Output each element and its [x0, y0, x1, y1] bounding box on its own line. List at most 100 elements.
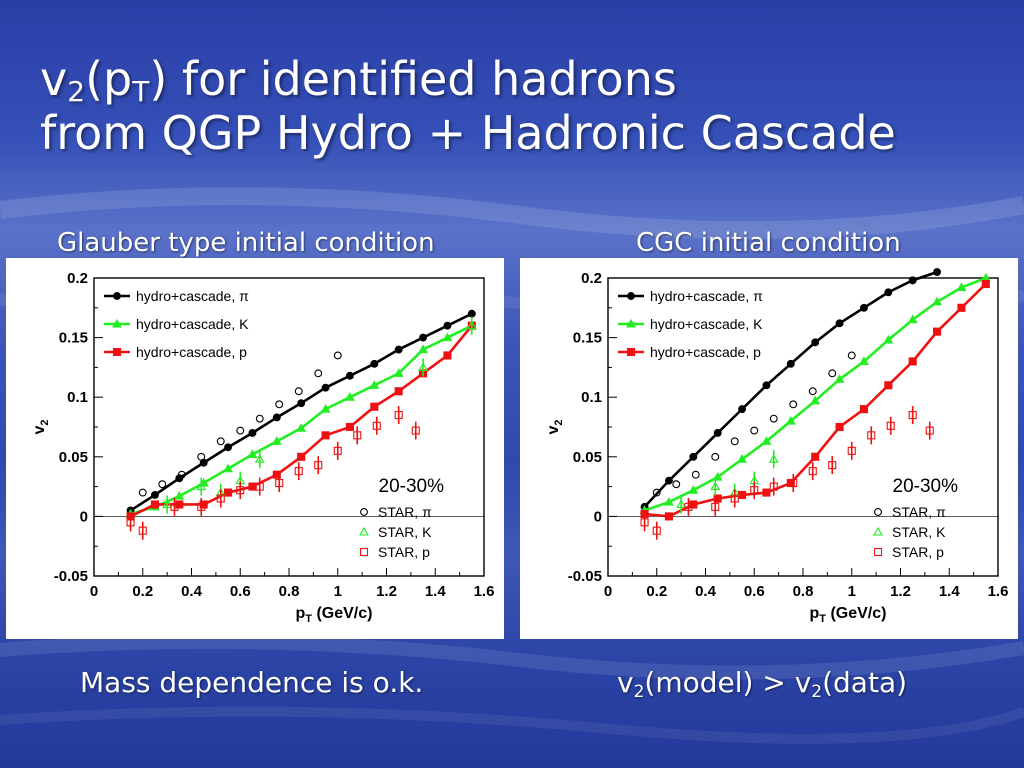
series-point-p — [394, 387, 403, 396]
left-panel-header: Glauber type initial condition — [57, 228, 435, 258]
legend-label: hydro+cascade, π — [650, 288, 763, 304]
data-point-p — [828, 461, 837, 470]
series-point-p — [859, 405, 868, 414]
legend-marker — [626, 318, 636, 328]
series-point-p — [370, 402, 379, 411]
data-point-p — [236, 486, 245, 495]
y-tick-label: 0.05 — [573, 449, 602, 466]
series-point-pi — [248, 429, 257, 437]
data-point-p — [711, 502, 720, 511]
series-point-pi — [786, 359, 795, 368]
data-point-p — [789, 478, 798, 488]
series-point-p — [175, 500, 184, 509]
series-point-pi — [370, 359, 379, 368]
right-caption: v2(model) > v2(data) — [617, 666, 908, 702]
data-point-pi — [750, 426, 759, 435]
series-point-K — [296, 423, 307, 432]
data-point-p — [353, 431, 362, 440]
series-point-pi — [933, 268, 942, 276]
series-point-p — [884, 381, 893, 390]
series-point-K — [369, 380, 380, 389]
data-point-K — [676, 499, 687, 509]
right-panel-header: CGC initial condition — [636, 228, 901, 258]
x-tick-label: 0 — [90, 583, 98, 600]
series-point-K — [418, 344, 429, 354]
data-point-p — [750, 486, 759, 495]
y-tick-label: 0.1 — [67, 389, 88, 406]
y-axis-label: v2 — [31, 419, 51, 434]
series-point-p — [738, 490, 747, 499]
legend-label: hydro+cascade, π — [136, 288, 249, 304]
x-tick-label: 0.8 — [279, 583, 300, 600]
data-point-pi — [789, 400, 798, 409]
legend-label: hydro+cascade, K — [650, 316, 763, 332]
data-point-p — [216, 494, 225, 503]
data-point-pi — [314, 369, 323, 378]
series-point-p — [908, 357, 917, 366]
left-caption: Mass dependence is o.k. — [80, 666, 424, 699]
x-tick-label: 0.6 — [230, 583, 251, 600]
series-point-p — [981, 279, 990, 289]
series-point-K — [442, 332, 453, 342]
series-point-pi — [224, 443, 233, 452]
series-point-K — [320, 404, 331, 413]
series-point-K — [761, 436, 772, 445]
data-legend-marker — [360, 508, 368, 516]
series-point-p — [199, 500, 208, 509]
data-point-pi — [808, 387, 817, 396]
data-point-pi — [730, 437, 739, 446]
series-point-pi — [297, 399, 306, 408]
series-point-K — [393, 368, 404, 377]
series-point-p — [957, 303, 966, 312]
x-tick-label: 1.6 — [474, 583, 495, 600]
data-point-p — [652, 526, 661, 535]
legend-label: hydro+cascade, K — [136, 316, 249, 332]
y-axis-label-subscript: 2 — [39, 419, 51, 425]
series-point-pi — [321, 383, 330, 392]
y-axis-label-subscript: 2 — [553, 419, 565, 425]
series-point-pi — [762, 381, 771, 390]
legend-label: hydro+cascade, p — [650, 344, 761, 360]
data-point-pi — [294, 387, 303, 396]
right-chart-panel: 0 0.2 0.4 0.6 0.8 1 1.2 1.4 1.6 -0.05 0 0.05 0.1 0.15… — [520, 258, 1018, 639]
series-point-K — [223, 463, 234, 473]
data-point-p — [640, 518, 649, 527]
y-tick-label: 0.15 — [59, 330, 88, 347]
x-tick-label: 0.2 — [646, 583, 667, 600]
legend-marker — [627, 292, 635, 300]
data-point-p — [867, 431, 876, 440]
data-legend-marker — [359, 547, 369, 557]
series-point-K — [858, 356, 869, 365]
data-point-K — [196, 481, 207, 491]
x-tick-label: 1.4 — [425, 583, 447, 600]
x-axis-label-unit: (GeV/c) — [826, 605, 886, 622]
data-point-p — [170, 502, 179, 511]
data-point-pi — [236, 426, 245, 435]
y-axis-label: v2 — [545, 419, 565, 434]
series-point-p — [150, 500, 159, 509]
x-tick-label: 0.4 — [695, 583, 717, 600]
series-point-K — [344, 392, 355, 401]
series-point-pi — [738, 405, 747, 414]
y-tick-label: 0 — [80, 508, 88, 525]
data-point-p — [275, 478, 284, 488]
title-line-1: v2(pT) for identified hadrons — [40, 52, 677, 108]
data-point-K — [768, 454, 779, 463]
y-tick-label: -0.05 — [54, 568, 88, 585]
data-point-p — [333, 446, 342, 455]
x-tick-label: 1 — [334, 583, 342, 600]
series-point-p — [713, 494, 722, 503]
data-point-K — [162, 499, 173, 509]
x-tick-label: 1.6 — [988, 583, 1009, 600]
data-point-pi — [197, 452, 206, 461]
series-point-K — [810, 395, 821, 405]
series-point-p — [664, 512, 673, 521]
data-point-pi — [138, 488, 147, 497]
data-legend-marker — [359, 526, 369, 536]
series-point-p — [689, 500, 698, 509]
x-axis-label-subscript: T — [819, 613, 826, 625]
data-point-pi — [847, 351, 856, 360]
data-point-p — [314, 461, 323, 470]
y-tick-label: 0.15 — [573, 330, 602, 347]
data-point-p — [886, 421, 895, 430]
